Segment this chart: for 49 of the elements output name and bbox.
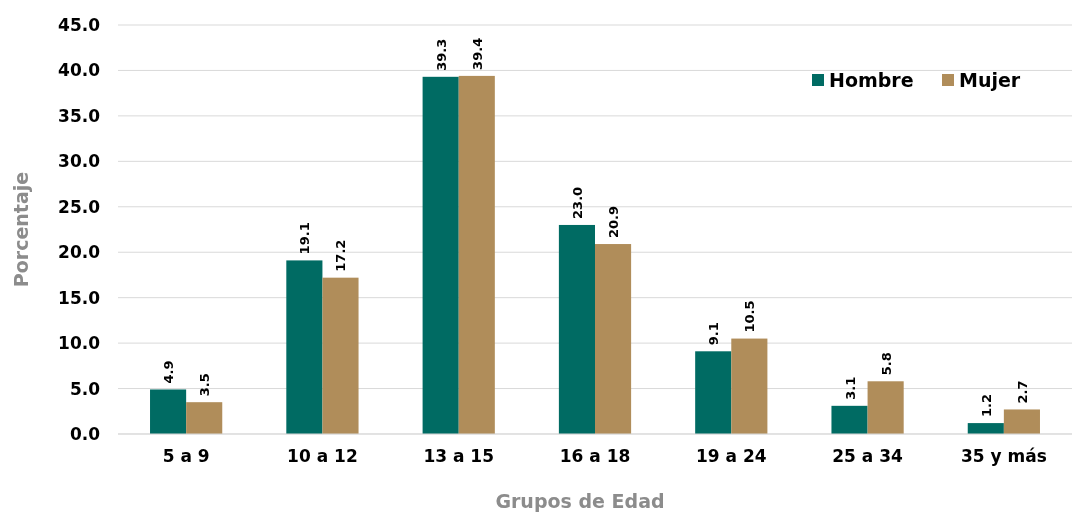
data-label: 39.3 [433,38,449,71]
x-tick-label: 10 a 12 [287,446,358,466]
data-label: 2.7 [1014,380,1030,404]
bar [422,76,459,434]
y-tick-label: 15.0 [58,287,101,308]
bar [286,260,323,434]
y-tick-label: 10.0 [58,333,101,354]
bar [186,402,223,434]
x-tick-label: 35 y más [960,446,1047,466]
data-label: 3.1 [842,376,858,400]
legend-label: Mujer [959,68,1021,91]
data-label: 9.1 [706,322,722,346]
y-tick-label: 35.0 [58,105,101,126]
y-tick-label: 0.0 [69,423,101,444]
data-label: 5.8 [878,352,894,376]
data-label: 20.9 [606,205,622,239]
bar [458,75,495,434]
bar [867,381,904,434]
bar [967,423,1004,434]
data-label: 4.9 [161,360,177,384]
y-tick-label: 30.0 [58,151,101,172]
data-label: 3.5 [197,373,213,397]
y-tick-label: 25.0 [58,196,101,217]
legend-label: Hombre [829,68,914,91]
bar [595,244,632,434]
y-axis-title: Porcentaje [10,171,32,288]
bar [1003,409,1040,434]
y-tick-label: 45.0 [58,14,101,35]
x-tick-label: 13 a 15 [423,446,495,466]
bar [150,389,187,434]
bar [558,224,595,434]
x-tick-label: 16 a 18 [559,446,631,466]
bar [731,338,768,434]
data-label: 39.4 [469,37,485,70]
y-tick-label: 40.0 [58,60,101,81]
y-tick-label: 20.0 [58,242,101,263]
bar [322,277,359,434]
data-label: 10.5 [742,300,758,333]
x-axis-title: Grupos de Edad [495,490,665,512]
x-tick-label: 5 a 9 [162,446,210,466]
data-label: 19.1 [297,222,313,255]
data-label: 23.0 [569,186,585,219]
x-tick-label: 19 a 24 [695,446,767,466]
bar [695,351,732,434]
x-tick-label: 25 a 34 [832,446,904,466]
data-label: 17.2 [333,239,349,272]
y-tick-label: 5.0 [69,378,101,399]
bar [831,405,868,434]
data-label: 1.2 [978,394,994,418]
